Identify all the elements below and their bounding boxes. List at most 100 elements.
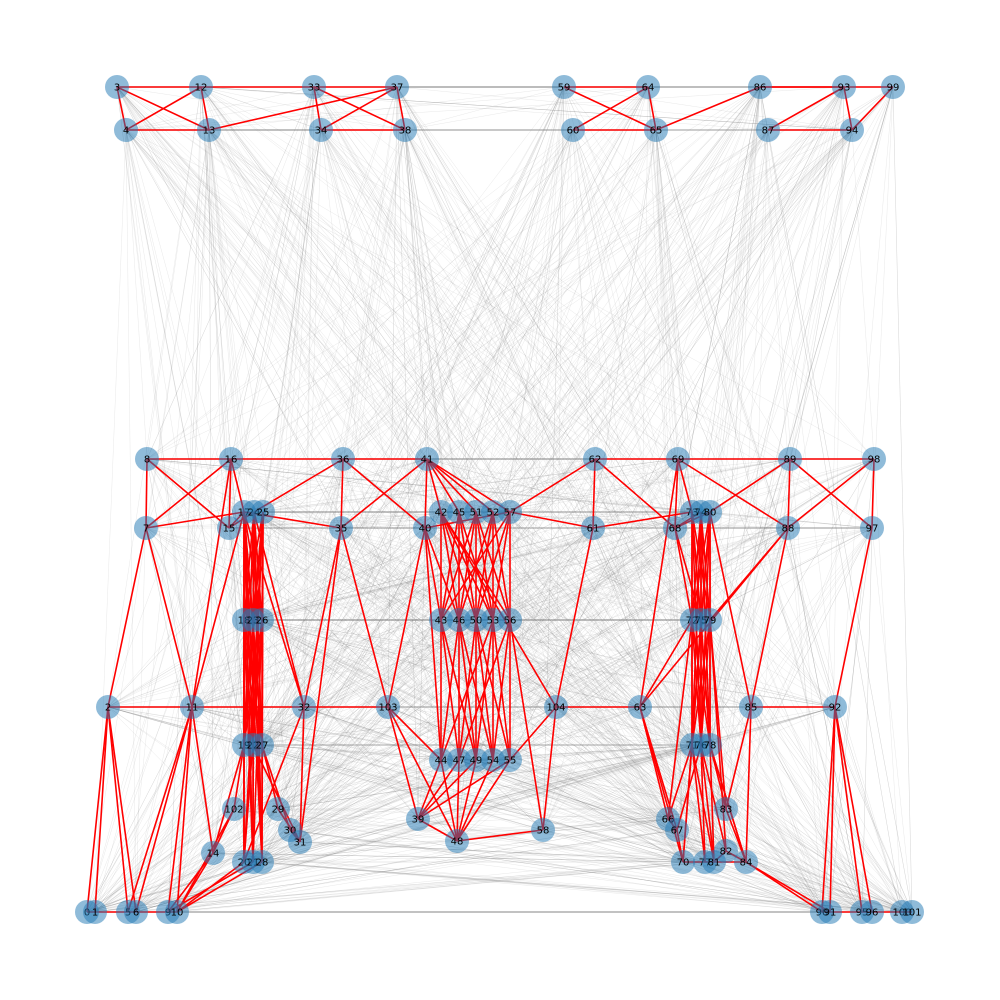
gray-edge <box>107 86 649 708</box>
node-circle <box>840 118 864 142</box>
gray-edge <box>277 808 669 820</box>
gray-edge <box>458 619 684 863</box>
red-edge <box>299 527 342 843</box>
gray-edge <box>458 129 853 513</box>
node-label: 58 <box>537 826 550 837</box>
red-edge <box>424 527 460 621</box>
gray-edge <box>191 527 426 708</box>
gray-edge <box>509 759 684 863</box>
gray-edge <box>417 818 873 913</box>
gray-edge <box>252 458 875 746</box>
gray-edge <box>340 527 442 621</box>
gray-edge <box>94 511 477 913</box>
gray-edge <box>594 458 747 863</box>
gray-edge <box>572 129 641 708</box>
gray-edge <box>725 527 873 810</box>
gray-edge <box>647 86 693 513</box>
gray-edge <box>167 458 791 913</box>
gray-edge <box>253 458 679 513</box>
gray-edge <box>230 458 706 863</box>
gray-edge <box>594 458 873 913</box>
gray-edge <box>252 511 477 746</box>
gray-edge <box>458 511 863 913</box>
gray-edge <box>127 619 702 913</box>
gray-edge <box>200 86 693 621</box>
gray-edge <box>146 86 202 460</box>
gray-edge <box>492 511 684 863</box>
gray-edge <box>243 511 836 708</box>
gray-edge <box>458 86 761 513</box>
gray-edge <box>243 511 511 621</box>
gray-edge <box>492 619 903 913</box>
gray-edge <box>86 619 254 913</box>
gray-edge <box>759 86 913 913</box>
gray-edge <box>277 744 711 810</box>
gray-edge <box>191 86 649 708</box>
gray-edge <box>146 458 214 854</box>
red-edge <box>440 619 460 761</box>
gray-edge <box>261 619 702 746</box>
gray-edge <box>456 818 669 842</box>
red-edge <box>426 458 477 513</box>
red-edge <box>387 527 426 708</box>
gray-edge <box>404 129 428 460</box>
gray-edge <box>86 129 657 913</box>
gray-edge <box>387 86 761 708</box>
gray-edge <box>594 458 836 708</box>
gray-edge <box>555 706 863 913</box>
gray-edge <box>592 527 715 863</box>
red-edge <box>700 744 715 863</box>
gray-edge <box>167 829 678 913</box>
gray-edge <box>509 744 702 761</box>
red-edge <box>456 759 511 842</box>
gray-edge <box>709 86 761 513</box>
gray-edge <box>146 458 873 529</box>
gray-edge <box>252 619 557 708</box>
gray-edge <box>176 129 574 913</box>
node-label: 53 <box>487 616 500 627</box>
node-label: 85 <box>745 703 758 714</box>
gray-edge <box>667 706 752 820</box>
gray-edge <box>127 759 494 913</box>
red-edge <box>191 511 245 708</box>
gray-edge <box>594 458 702 621</box>
graph-node: 51 <box>464 500 488 524</box>
gray-edge <box>404 129 711 513</box>
gray-edge <box>759 86 903 913</box>
node-label: 50 <box>470 616 483 627</box>
gray-edge <box>261 86 761 746</box>
gray-edge <box>509 458 596 621</box>
gray-edge <box>233 808 831 913</box>
gray-edge <box>233 511 711 810</box>
gray-edge <box>704 129 853 863</box>
node-circle <box>445 829 469 853</box>
gray-edge <box>233 86 649 810</box>
gray-edge <box>135 818 419 913</box>
gray-edge <box>456 619 702 842</box>
gray-edge <box>340 86 649 529</box>
gray-edge <box>252 86 894 746</box>
gray-edge <box>243 511 494 761</box>
gray-edge <box>167 706 752 913</box>
gray-edge <box>458 527 873 621</box>
graph-node: 15 <box>217 516 241 540</box>
gray-edge <box>440 759 823 913</box>
gray-edge <box>243 458 596 513</box>
gray-edge <box>320 129 494 513</box>
gray-edge <box>252 527 594 863</box>
gray-edge <box>387 706 669 820</box>
gray-edge <box>116 86 460 761</box>
graph-node: 67 <box>665 818 689 842</box>
graph-node: 104 <box>544 695 568 719</box>
red-edge <box>243 511 264 621</box>
graph-node: 93 <box>832 75 856 99</box>
node-label: 101 <box>902 908 921 919</box>
gray-edge <box>261 86 761 746</box>
gray-edge <box>94 86 315 913</box>
gray-edge <box>759 86 863 913</box>
gray-edge <box>313 86 747 863</box>
gray-edge <box>417 527 426 820</box>
graph-node: 12 <box>189 75 213 99</box>
gray-edge <box>262 511 305 708</box>
gray-edge <box>458 86 845 621</box>
